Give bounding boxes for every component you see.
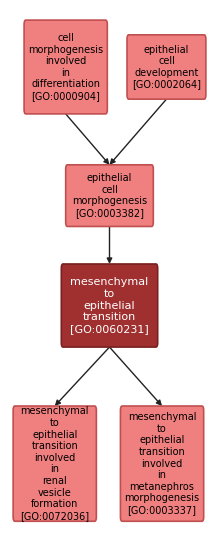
Text: mesenchymal
to
epithelial
transition
involved
in
renal
vesicle
formation
[GO:007: mesenchymal to epithelial transition inv… — [20, 406, 89, 521]
FancyBboxPatch shape — [127, 35, 206, 99]
FancyBboxPatch shape — [13, 406, 96, 521]
Text: cell
morphogenesis
involved
in
differentiation
[GO:0000904]: cell morphogenesis involved in different… — [28, 33, 103, 101]
FancyBboxPatch shape — [24, 20, 107, 114]
Text: mesenchymal
to
epithelial
transition
[GO:0060231]: mesenchymal to epithelial transition [GO… — [70, 277, 149, 334]
Text: epithelial
cell
morphogenesis
[GO:0003382]: epithelial cell morphogenesis [GO:000338… — [72, 173, 147, 218]
Text: mesenchymal
to
epithelial
transition
involved
in
metanephros
morphogenesis
[GO:0: mesenchymal to epithelial transition inv… — [124, 412, 200, 515]
FancyBboxPatch shape — [120, 406, 204, 521]
Text: epithelial
cell
development
[GO:0002064]: epithelial cell development [GO:0002064] — [132, 44, 201, 90]
FancyBboxPatch shape — [61, 264, 158, 347]
FancyBboxPatch shape — [66, 165, 153, 226]
